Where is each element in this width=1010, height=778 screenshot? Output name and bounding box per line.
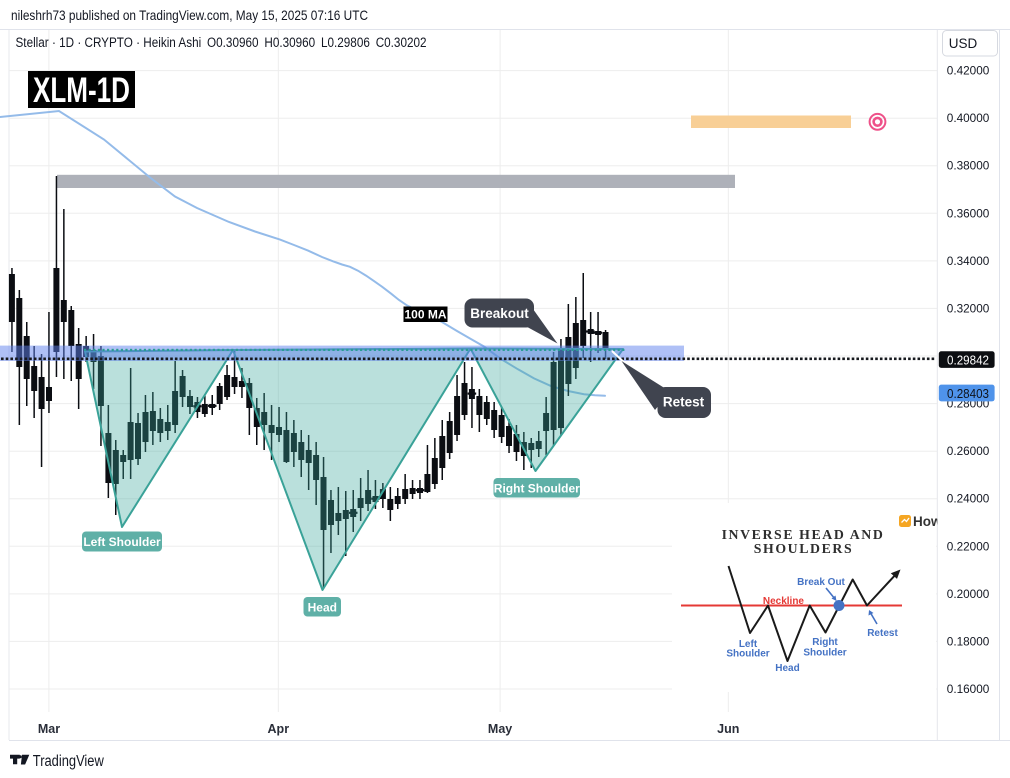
svg-text:Shoulder: Shoulder bbox=[803, 648, 846, 659]
svg-text:Jun: Jun bbox=[717, 722, 739, 736]
svg-text:Neckline: Neckline bbox=[763, 596, 805, 607]
svg-text:0.40000: 0.40000 bbox=[947, 111, 990, 125]
svg-text:Breakout: Breakout bbox=[470, 306, 529, 321]
svg-text:0.28403: 0.28403 bbox=[947, 387, 989, 401]
svg-text:0.42000: 0.42000 bbox=[947, 64, 990, 78]
svg-text:nileshrh73 published on Tradin: nileshrh73 published on TradingView.com,… bbox=[11, 7, 368, 23]
svg-text:XLM-1D: XLM-1D bbox=[33, 71, 130, 110]
svg-text:0.29842: 0.29842 bbox=[947, 353, 989, 367]
svg-text:Howl: Howl bbox=[913, 514, 945, 529]
svg-text:TradingView: TradingView bbox=[33, 753, 105, 770]
svg-text:100 MA: 100 MA bbox=[404, 308, 446, 322]
svg-text:0.20000: 0.20000 bbox=[947, 587, 990, 601]
svg-text:Shoulder: Shoulder bbox=[726, 649, 769, 660]
svg-text:Retest: Retest bbox=[867, 628, 898, 639]
svg-text:0.26000: 0.26000 bbox=[947, 444, 990, 458]
svg-text:0.18000: 0.18000 bbox=[947, 634, 990, 648]
svg-text:0.38000: 0.38000 bbox=[947, 159, 990, 173]
svg-text:Right: Right bbox=[812, 637, 838, 648]
svg-text:Left Shoulder: Left Shoulder bbox=[83, 535, 161, 549]
svg-text:0.22000: 0.22000 bbox=[947, 539, 990, 553]
svg-text:Head: Head bbox=[308, 600, 337, 614]
svg-text:0.16000: 0.16000 bbox=[947, 682, 990, 696]
svg-text:USD: USD bbox=[949, 36, 978, 51]
svg-text:Mar: Mar bbox=[38, 722, 60, 736]
svg-text:Retest: Retest bbox=[663, 395, 705, 410]
svg-text:Break Out: Break Out bbox=[797, 577, 845, 588]
svg-text:0.32000: 0.32000 bbox=[947, 301, 990, 315]
svg-text:INVERSE HEAD AND: INVERSE HEAD AND bbox=[722, 527, 885, 542]
svg-text:0.36000: 0.36000 bbox=[947, 206, 990, 220]
svg-text:Left: Left bbox=[739, 639, 758, 650]
svg-text:Right Shoulder: Right Shoulder bbox=[494, 481, 580, 495]
svg-text:Head: Head bbox=[775, 663, 799, 674]
svg-text:SHOULDERS: SHOULDERS bbox=[754, 541, 854, 556]
svg-text:0.24000: 0.24000 bbox=[947, 492, 990, 506]
svg-text:0.34000: 0.34000 bbox=[947, 254, 990, 268]
svg-text:Apr: Apr bbox=[268, 722, 290, 736]
svg-text:May: May bbox=[488, 722, 512, 736]
svg-text:Stellar · 1D · CRYPTO · Heikin: Stellar · 1D · CRYPTO · Heikin Ashi O0.3… bbox=[16, 35, 427, 50]
